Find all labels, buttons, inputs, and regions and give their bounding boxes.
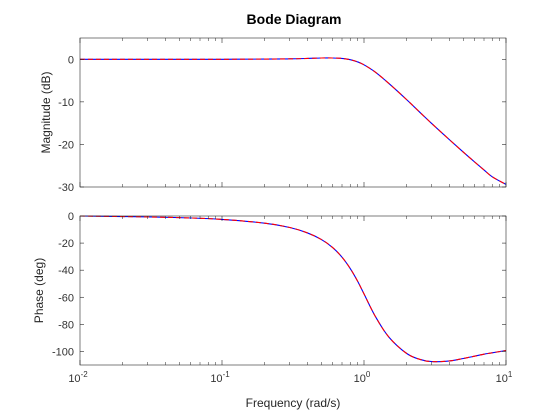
magnitude-y-tick-label: -30 (58, 182, 74, 194)
x-tick-label: 101 (496, 370, 513, 385)
phase-axes-box (79, 215, 507, 366)
chart-title: Bode Diagram (247, 11, 342, 27)
magnitude-plot-area (80, 38, 506, 187)
x-tick-labels: 10-2 10-1 100 101 (68, 370, 513, 385)
magnitude-ylabel: Magnitude (dB) (39, 71, 53, 153)
phase-y-tick-label: -40 (58, 265, 74, 277)
phase-y-tick-label: -20 (58, 238, 74, 250)
phase-ticks: 0 -20 -40 -60 -80 -100 (52, 211, 507, 365)
magnitude-y-tick-label: -20 (58, 139, 74, 151)
magnitude-subplot: 0 -10 -20 -30 Magnitude (dB) (39, 37, 507, 194)
magnitude-y-tick-label: 0 (68, 54, 74, 66)
magnitude-axes-box (79, 37, 507, 188)
phase-y-tick-label: -60 (58, 292, 74, 304)
magnitude-curves (79, 57, 507, 185)
magnitude-ticks: 0 -10 -20 -30 (58, 38, 507, 194)
phase-y-tick-label: 0 (68, 211, 74, 223)
phase-y-tick-label: -80 (58, 319, 74, 331)
phase-y-tick-label: -100 (52, 346, 74, 358)
phase-plot-area (80, 216, 506, 365)
x-tick-label: 10-2 (68, 370, 88, 385)
x-tick-label: 100 (354, 370, 371, 385)
phase-ylabel: Phase (deg) (32, 258, 46, 323)
phase-curve-dashed (79, 215, 507, 363)
magnitude-curve-dashed (79, 57, 507, 185)
x-axis-label: Frequency (rad/s) (246, 396, 341, 410)
phase-curves (79, 215, 507, 363)
x-tick-label: 10-1 (210, 370, 230, 385)
magnitude-y-tick-label: -10 (58, 97, 74, 109)
phase-subplot: 0 -20 -40 -60 -80 -100 Phase (deg) (32, 211, 507, 366)
